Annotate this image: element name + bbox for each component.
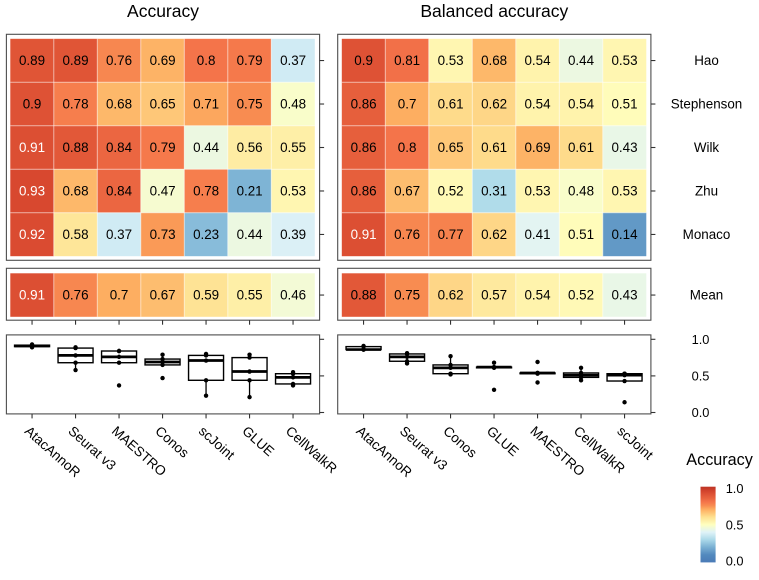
svg-text:1.0: 1.0 bbox=[692, 332, 710, 347]
svg-text:0.91: 0.91 bbox=[19, 288, 45, 303]
svg-text:Balanced accuracy: Balanced accuracy bbox=[420, 1, 568, 21]
svg-text:0.73: 0.73 bbox=[150, 227, 176, 242]
svg-text:0.69: 0.69 bbox=[150, 53, 176, 68]
svg-text:0.41: 0.41 bbox=[524, 227, 550, 242]
svg-text:0.62: 0.62 bbox=[481, 227, 507, 242]
svg-text:0.65: 0.65 bbox=[150, 97, 176, 112]
svg-text:0.54: 0.54 bbox=[568, 97, 595, 112]
svg-text:Monaco: Monaco bbox=[683, 227, 731, 242]
svg-text:0.52: 0.52 bbox=[438, 184, 464, 199]
svg-text:0.68: 0.68 bbox=[62, 184, 88, 199]
svg-text:0.43: 0.43 bbox=[611, 140, 637, 155]
svg-text:Accuracy: Accuracy bbox=[686, 451, 753, 469]
svg-text:0.86: 0.86 bbox=[351, 184, 377, 199]
svg-text:0.54: 0.54 bbox=[524, 53, 551, 68]
svg-text:0.8: 0.8 bbox=[398, 140, 417, 155]
svg-text:0.65: 0.65 bbox=[438, 140, 464, 155]
svg-text:0.88: 0.88 bbox=[62, 140, 88, 155]
svg-text:0.86: 0.86 bbox=[351, 97, 377, 112]
svg-text:0.21: 0.21 bbox=[237, 184, 263, 199]
svg-text:Wilk: Wilk bbox=[694, 140, 720, 155]
svg-text:0.91: 0.91 bbox=[351, 227, 377, 242]
svg-text:0.84: 0.84 bbox=[106, 140, 133, 155]
svg-text:0.0: 0.0 bbox=[692, 405, 710, 420]
svg-text:0.78: 0.78 bbox=[62, 97, 88, 112]
svg-text:0.79: 0.79 bbox=[150, 140, 176, 155]
svg-text:0.44: 0.44 bbox=[568, 53, 595, 68]
svg-text:0.31: 0.31 bbox=[481, 184, 507, 199]
svg-text:0.37: 0.37 bbox=[280, 53, 306, 68]
svg-text:0.53: 0.53 bbox=[611, 53, 637, 68]
svg-text:Zhu: Zhu bbox=[695, 184, 718, 199]
svg-text:Hao: Hao bbox=[694, 53, 719, 68]
svg-text:Accuracy: Accuracy bbox=[127, 1, 199, 21]
svg-text:0.5: 0.5 bbox=[692, 368, 710, 383]
svg-text:0.67: 0.67 bbox=[394, 184, 420, 199]
svg-text:0.54: 0.54 bbox=[524, 97, 551, 112]
svg-text:0.76: 0.76 bbox=[62, 288, 88, 303]
svg-text:0.5: 0.5 bbox=[726, 517, 744, 532]
svg-text:0.76: 0.76 bbox=[106, 53, 132, 68]
svg-text:1.0: 1.0 bbox=[726, 481, 744, 496]
svg-text:0.58: 0.58 bbox=[62, 227, 88, 242]
svg-text:0.0: 0.0 bbox=[726, 554, 744, 569]
svg-text:0.93: 0.93 bbox=[19, 184, 45, 199]
svg-text:0.77: 0.77 bbox=[438, 227, 464, 242]
svg-text:0.89: 0.89 bbox=[62, 53, 88, 68]
svg-text:0.14: 0.14 bbox=[611, 227, 638, 242]
svg-text:0.67: 0.67 bbox=[150, 288, 176, 303]
svg-text:0.78: 0.78 bbox=[193, 184, 219, 199]
svg-text:0.53: 0.53 bbox=[524, 184, 550, 199]
svg-text:0.76: 0.76 bbox=[394, 227, 420, 242]
svg-text:0.51: 0.51 bbox=[568, 227, 594, 242]
svg-text:0.62: 0.62 bbox=[481, 97, 507, 112]
svg-text:0.46: 0.46 bbox=[280, 288, 306, 303]
svg-text:0.43: 0.43 bbox=[611, 288, 637, 303]
svg-text:0.44: 0.44 bbox=[237, 227, 264, 242]
svg-text:0.39: 0.39 bbox=[280, 227, 306, 242]
svg-text:0.55: 0.55 bbox=[280, 140, 306, 155]
svg-text:0.53: 0.53 bbox=[438, 53, 464, 68]
svg-text:0.68: 0.68 bbox=[106, 97, 132, 112]
svg-text:0.69: 0.69 bbox=[524, 140, 550, 155]
svg-text:0.75: 0.75 bbox=[237, 97, 263, 112]
svg-text:0.92: 0.92 bbox=[19, 227, 45, 242]
svg-text:0.56: 0.56 bbox=[237, 140, 263, 155]
svg-text:0.79: 0.79 bbox=[237, 53, 263, 68]
svg-text:0.84: 0.84 bbox=[106, 184, 133, 199]
svg-text:0.53: 0.53 bbox=[280, 184, 306, 199]
svg-text:0.88: 0.88 bbox=[351, 288, 377, 303]
svg-text:Mean: Mean bbox=[690, 288, 724, 303]
svg-text:0.57: 0.57 bbox=[481, 288, 507, 303]
svg-text:0.89: 0.89 bbox=[19, 53, 45, 68]
svg-text:0.59: 0.59 bbox=[193, 288, 219, 303]
svg-text:0.9: 0.9 bbox=[354, 53, 373, 68]
svg-text:0.61: 0.61 bbox=[481, 140, 507, 155]
svg-text:0.81: 0.81 bbox=[394, 53, 420, 68]
svg-text:0.55: 0.55 bbox=[237, 288, 263, 303]
svg-text:0.48: 0.48 bbox=[568, 184, 594, 199]
svg-text:0.68: 0.68 bbox=[481, 53, 507, 68]
svg-text:0.53: 0.53 bbox=[611, 184, 637, 199]
svg-text:0.52: 0.52 bbox=[568, 288, 594, 303]
svg-text:0.62: 0.62 bbox=[438, 288, 464, 303]
svg-text:0.71: 0.71 bbox=[193, 97, 219, 112]
svg-text:0.37: 0.37 bbox=[106, 227, 132, 242]
svg-text:0.8: 0.8 bbox=[197, 53, 216, 68]
svg-text:0.61: 0.61 bbox=[438, 97, 464, 112]
svg-text:0.44: 0.44 bbox=[193, 140, 220, 155]
svg-text:0.7: 0.7 bbox=[110, 288, 129, 303]
svg-text:0.48: 0.48 bbox=[280, 97, 306, 112]
svg-text:0.51: 0.51 bbox=[611, 97, 637, 112]
svg-text:0.86: 0.86 bbox=[351, 140, 377, 155]
svg-text:0.23: 0.23 bbox=[193, 227, 219, 242]
svg-text:0.47: 0.47 bbox=[150, 184, 176, 199]
svg-text:0.9: 0.9 bbox=[23, 97, 42, 112]
svg-text:0.91: 0.91 bbox=[19, 140, 45, 155]
svg-text:0.54: 0.54 bbox=[524, 288, 551, 303]
svg-text:0.61: 0.61 bbox=[568, 140, 594, 155]
svg-text:Stephenson: Stephenson bbox=[671, 97, 742, 112]
svg-text:0.7: 0.7 bbox=[398, 97, 417, 112]
svg-text:0.75: 0.75 bbox=[394, 288, 420, 303]
